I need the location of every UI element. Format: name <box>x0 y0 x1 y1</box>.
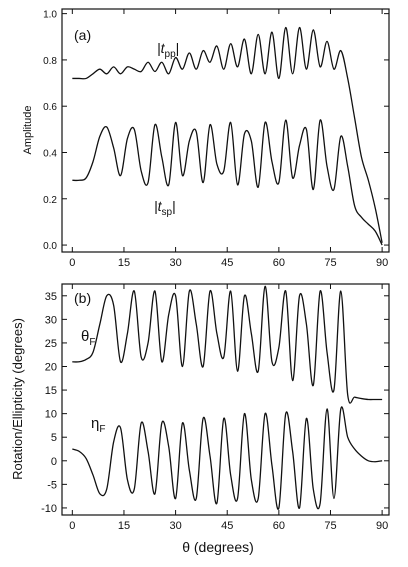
panel-b-ytick-label: 5 <box>51 432 57 444</box>
panel-b-ytick-label: -5 <box>47 479 57 491</box>
panel-a-frame <box>61 8 390 253</box>
annotation-t-pp-sub: pp <box>165 49 177 60</box>
panel-b-label: (b) <box>74 290 91 306</box>
panel-a-ytick-label: 1.0 <box>43 10 57 21</box>
panel-b-xtick-label: 15 <box>118 520 130 532</box>
panel-a-xtick-label: 15 <box>118 257 130 269</box>
panel-a-xtick-label: 0 <box>69 257 75 269</box>
annotation-t-sp: |tsp| <box>154 198 176 218</box>
annotation-t-sp-main: |t <box>154 198 163 214</box>
panel-b-ylabel: Rotation/Ellipticity (degrees) <box>10 318 25 480</box>
panel-b-ytick-label: 15 <box>45 385 57 397</box>
panel-a: (a) Amplitude 0 15 30 45 60 75 900.00.20.40.60… <box>22 8 390 269</box>
annotation-t-pp-main: |t <box>157 40 166 56</box>
panel-a-xtick-label: 90 <box>376 257 388 269</box>
annotation-eta-f-main: η <box>91 415 99 432</box>
annotation-eta-f: ηF <box>91 415 105 435</box>
panel-b-xtick-label: 75 <box>324 520 336 532</box>
annotation-t-pp-tail: | <box>176 40 180 56</box>
annotation-theta-f-sub: F <box>89 337 95 348</box>
panel-a-ytick-label: 0.4 <box>43 148 57 159</box>
panel-b-xlabel: θ (degrees) <box>182 539 254 555</box>
annotation-t-pp: |tpp| <box>157 40 179 60</box>
panel-b-xtick-label: 60 <box>273 520 285 532</box>
annotation-theta-f-main: θ <box>81 328 89 345</box>
annotation-theta-f: θF <box>81 328 95 348</box>
panel-a-ytick-label: 0.0 <box>43 241 57 252</box>
panel-a-series-line-1 <box>72 119 383 246</box>
panel-a-xtick-label: 60 <box>273 257 285 269</box>
panel-a-xtick-label: 45 <box>221 257 233 269</box>
panel-b-ytick-label: 35 <box>45 291 57 303</box>
panel-a-ticks: 0 15 30 45 60 75 90 0.0 0.2 0.4 0.6 0.8 1.0 <box>43 9 389 269</box>
panel-b-series-line-0 <box>72 285 383 404</box>
panel-b-series-line-1 <box>72 406 383 510</box>
panel-b-xtick-label: 0 <box>69 520 75 532</box>
panel-a-ytick-label: 0.2 <box>43 195 57 206</box>
panel-b-xtick-label: 30 <box>169 520 181 532</box>
panel-a-ytick-label: 0.8 <box>43 56 57 67</box>
panel-a-series-line-0 <box>72 26 383 243</box>
panel-b: (b) Rotation/Ellipticity (degrees) θ (de… <box>10 283 390 555</box>
panel-b-ticks: 0 15 30 45 60 75 90 -10 -5 0 5 10 15 20 25 30 35 <box>41 284 389 532</box>
panel-a-xtick-label: 75 <box>324 257 336 269</box>
panel-b-frame <box>61 283 390 516</box>
panel-a-ylabel: Amplitude <box>22 106 34 155</box>
panel-b-series <box>72 285 383 510</box>
panel-b-ytick-label: 20 <box>45 362 57 374</box>
panel-a-xtick-label: 30 <box>169 257 181 269</box>
panel-b-xtick-label: 45 <box>221 520 233 532</box>
panel-b-ytick-label: 0 <box>51 456 57 468</box>
panel-a-ytick-label: 0.6 <box>43 102 57 113</box>
panel-a-label: (a) <box>74 27 91 43</box>
panel-b-ytick-label: 10 <box>45 409 57 421</box>
panel-a-series <box>72 26 383 246</box>
panel-b-ytick-label: 30 <box>45 314 57 326</box>
annotation-eta-f-sub: F <box>99 424 105 435</box>
panel-b-ytick-label: 25 <box>45 338 57 350</box>
panel-b-ytick-label: -10 <box>41 503 57 515</box>
annotation-t-sp-tail: | <box>172 198 176 214</box>
panel-b-xtick-label: 90 <box>376 520 388 532</box>
annotation-t-sp-sub: sp <box>162 207 173 218</box>
